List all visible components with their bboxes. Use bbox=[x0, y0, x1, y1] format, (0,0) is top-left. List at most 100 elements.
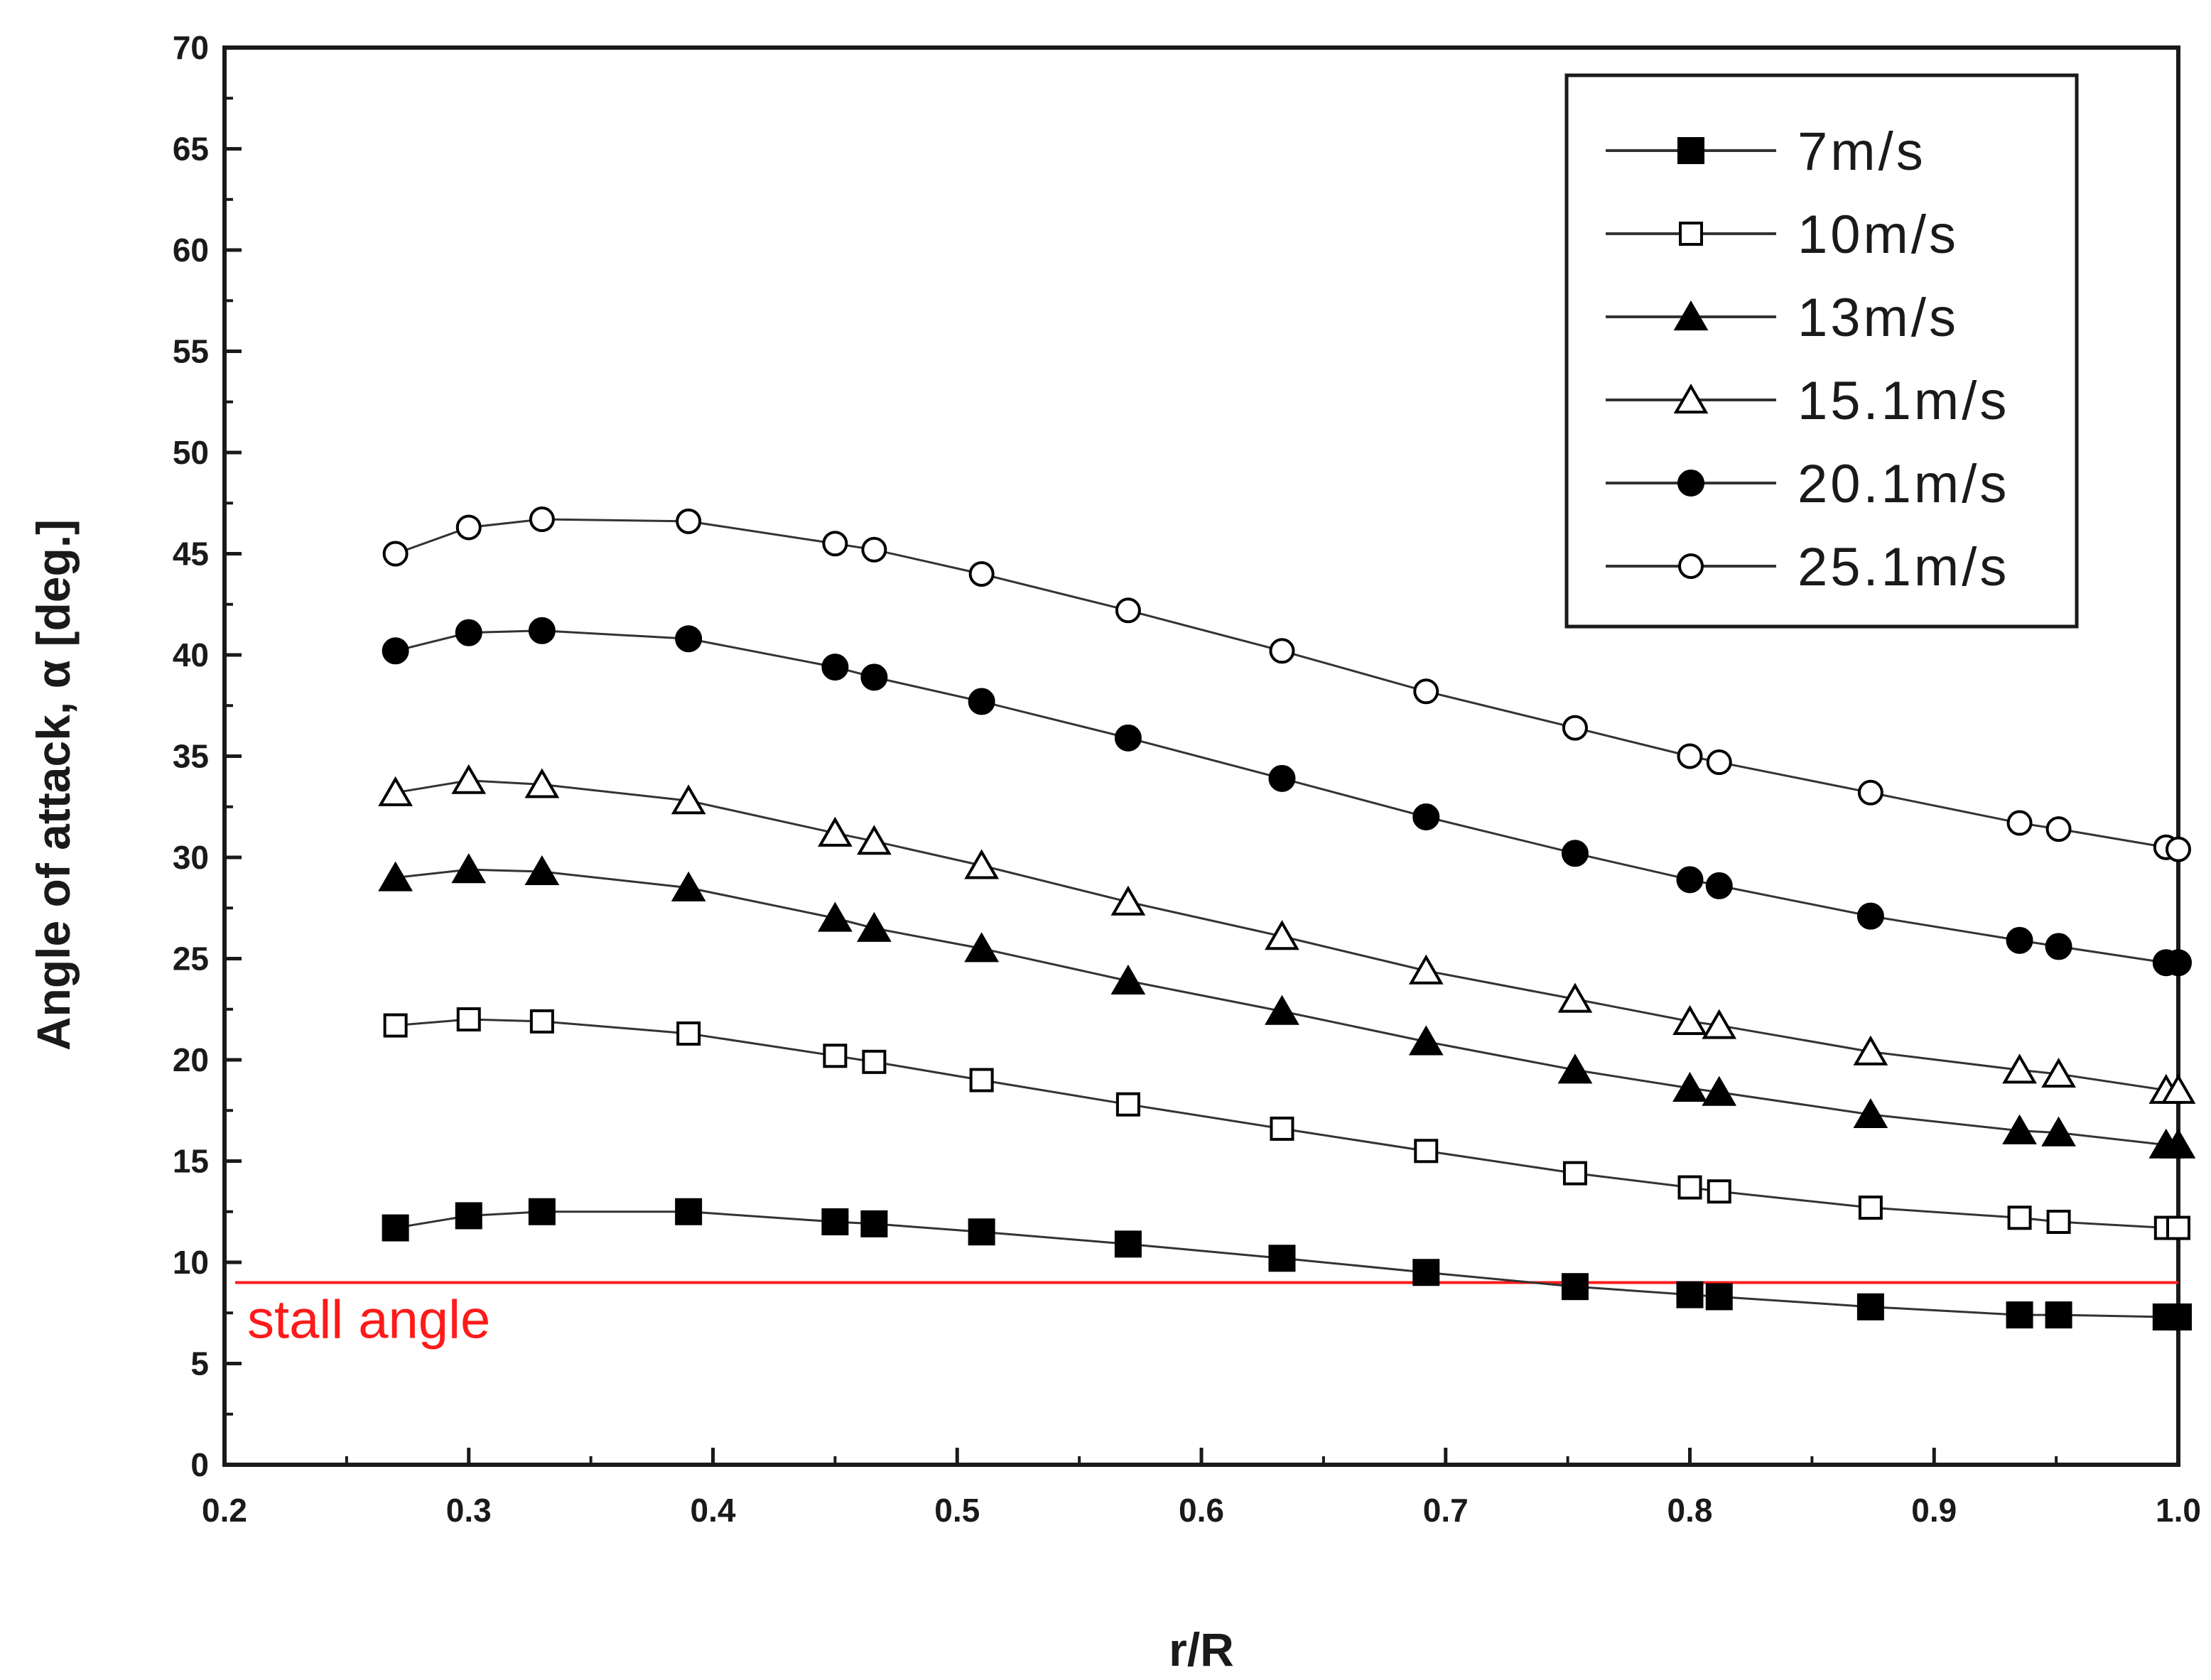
legend-marker bbox=[1678, 553, 1704, 579]
data-point bbox=[382, 637, 409, 665]
data-point bbox=[1110, 885, 1146, 916]
data-point bbox=[455, 514, 482, 541]
data-point bbox=[2041, 1116, 2076, 1147]
data-point bbox=[1114, 724, 1142, 752]
data-point bbox=[455, 1202, 482, 1230]
data-point bbox=[671, 784, 706, 815]
legend-label: 13m/s bbox=[1798, 288, 1959, 348]
legend-label: 10m/s bbox=[1798, 205, 1959, 265]
y-tick-label: 20 bbox=[173, 1041, 209, 1078]
legend-marker bbox=[1673, 300, 1709, 331]
data-point bbox=[529, 506, 555, 533]
data-point bbox=[964, 932, 999, 963]
data-point bbox=[383, 1013, 408, 1038]
data-point bbox=[862, 1049, 887, 1074]
data-point bbox=[2045, 816, 2072, 842]
data-point bbox=[676, 508, 702, 534]
series-line bbox=[395, 629, 2178, 964]
data-point bbox=[1856, 1293, 1884, 1321]
data-point bbox=[968, 1218, 995, 1246]
x-axis-title: r/R bbox=[1169, 1623, 1234, 1676]
data-point bbox=[1853, 1035, 1888, 1066]
data-point bbox=[860, 1210, 888, 1237]
legend-item: 20.1m/s bbox=[1606, 454, 2006, 514]
y-tick-label: 60 bbox=[173, 232, 209, 269]
data-point bbox=[1269, 638, 1295, 664]
data-point bbox=[528, 617, 556, 644]
data-point bbox=[818, 816, 853, 847]
data-point bbox=[857, 825, 892, 855]
data-point bbox=[968, 561, 995, 587]
legend-marker bbox=[1679, 222, 1703, 246]
data-point bbox=[2046, 1210, 2071, 1234]
x-tick-label: 0.7 bbox=[1423, 1492, 1469, 1529]
legend: 7m/s 10m/s 13m/s 15.1m/s 20.1m/s 25.1m/s bbox=[1564, 73, 2079, 629]
data-point bbox=[2045, 1301, 2072, 1329]
legend-marker bbox=[1673, 384, 1709, 414]
data-point bbox=[378, 776, 413, 806]
data-point bbox=[1561, 840, 1589, 867]
data-point bbox=[861, 536, 887, 563]
data-point bbox=[456, 1007, 481, 1031]
data-point bbox=[2002, 1114, 2037, 1144]
y-tick-label: 10 bbox=[173, 1244, 209, 1281]
legend-marker bbox=[1677, 470, 1704, 497]
data-point bbox=[676, 1021, 701, 1046]
data-point bbox=[1412, 1259, 1440, 1286]
data-point bbox=[2006, 926, 2033, 954]
data-point bbox=[1412, 803, 1440, 830]
legend-marker bbox=[1677, 137, 1704, 164]
series-7m/s bbox=[382, 1198, 2192, 1331]
y-tick-label: 35 bbox=[173, 738, 209, 775]
legend-label: 15.1m/s bbox=[1798, 371, 2009, 431]
data-point bbox=[2161, 1073, 2196, 1104]
x-tick-label: 0.6 bbox=[1179, 1492, 1224, 1529]
data-point bbox=[2045, 933, 2072, 960]
data-point bbox=[1672, 1004, 1707, 1035]
y-tick-label: 0 bbox=[190, 1446, 209, 1483]
data-point bbox=[1672, 1071, 1707, 1102]
data-point bbox=[1702, 1075, 1737, 1106]
data-point bbox=[1676, 1281, 1704, 1308]
data-point bbox=[1856, 902, 1884, 930]
legend-item: 7m/s bbox=[1606, 121, 1923, 182]
data-point bbox=[1268, 1245, 1296, 1272]
data-point bbox=[1858, 1196, 1883, 1220]
data-point bbox=[1677, 1175, 1702, 1200]
data-point bbox=[1853, 1098, 1888, 1129]
data-point bbox=[1676, 866, 1704, 894]
series-13m/s bbox=[378, 853, 2196, 1159]
x-tick-label: 0.3 bbox=[446, 1492, 492, 1529]
data-point bbox=[529, 1009, 554, 1034]
reference-line-group: stall angle bbox=[235, 1281, 2178, 1350]
data-point bbox=[2165, 949, 2192, 977]
data-point bbox=[1408, 954, 1444, 985]
data-point bbox=[1110, 964, 1146, 995]
legend-item: 10m/s bbox=[1606, 205, 1959, 265]
data-point bbox=[1265, 920, 1299, 950]
series-15.1m/s bbox=[378, 764, 2196, 1104]
data-point bbox=[1115, 597, 1141, 624]
x-tick-label: 1.0 bbox=[2156, 1492, 2201, 1529]
series-25.1m/s bbox=[382, 506, 2191, 862]
data-point bbox=[2041, 1057, 2076, 1088]
data-point bbox=[2166, 836, 2191, 862]
data-point bbox=[964, 849, 999, 879]
data-point bbox=[675, 625, 703, 653]
data-point bbox=[1408, 1025, 1444, 1056]
series-group bbox=[378, 506, 2196, 1331]
y-tick-label: 65 bbox=[173, 131, 209, 168]
data-point bbox=[1265, 995, 1299, 1025]
data-point bbox=[524, 768, 560, 798]
data-point bbox=[1702, 1009, 1737, 1039]
data-point bbox=[2006, 810, 2033, 836]
data-point bbox=[1706, 749, 1732, 776]
data-point bbox=[451, 853, 487, 884]
data-point bbox=[671, 871, 706, 901]
data-point bbox=[857, 911, 892, 942]
y-tick-label: 40 bbox=[173, 636, 209, 673]
legend-item: 15.1m/s bbox=[1606, 371, 2009, 431]
data-point bbox=[1562, 1161, 1587, 1186]
data-point bbox=[2002, 1053, 2037, 1084]
